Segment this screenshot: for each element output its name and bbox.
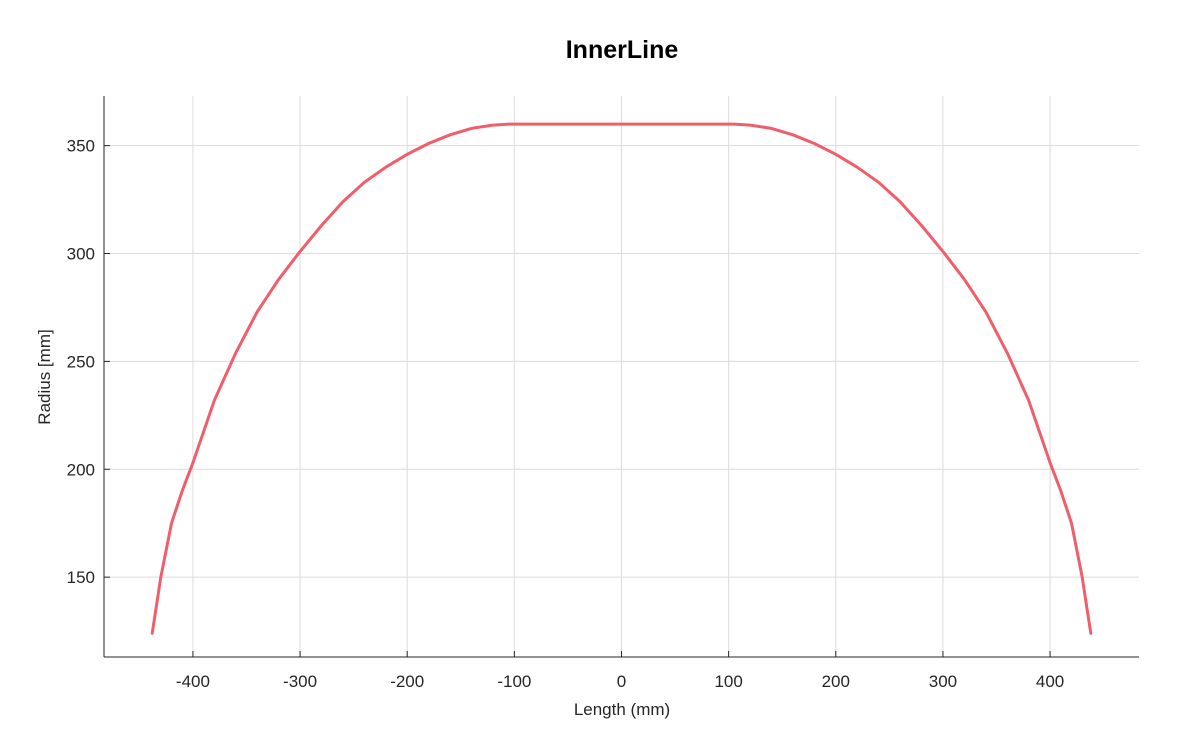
chart-title: InnerLine [566,36,679,64]
x-tick-label: 300 [929,672,957,691]
y-axis-label: Radius [mm] [35,329,54,424]
y-tick-label: 200 [67,460,95,479]
series-line [150,122,1093,635]
x-tick-label: 400 [1036,672,1064,691]
x-tick-label: -300 [283,672,317,691]
x-tick-label: 200 [822,672,850,691]
x-tick-label: -400 [176,672,210,691]
x-tick-label: 100 [714,672,742,691]
y-tick-label: 250 [67,352,95,371]
x-tick-label: 0 [617,672,626,691]
x-axis-label: Length (mm) [574,700,670,719]
x-tick-label: -200 [390,672,424,691]
series-layer [150,122,1093,635]
y-tick-label: 350 [67,137,95,156]
grid [104,96,1139,657]
x-tick-label: -100 [497,672,531,691]
tick-labels: -400 -300 -200 -100 0 100 200 300 400 150 200 250 30… [67,137,1065,691]
y-tick-label: 150 [67,568,95,587]
y-tick-label: 300 [67,245,95,264]
